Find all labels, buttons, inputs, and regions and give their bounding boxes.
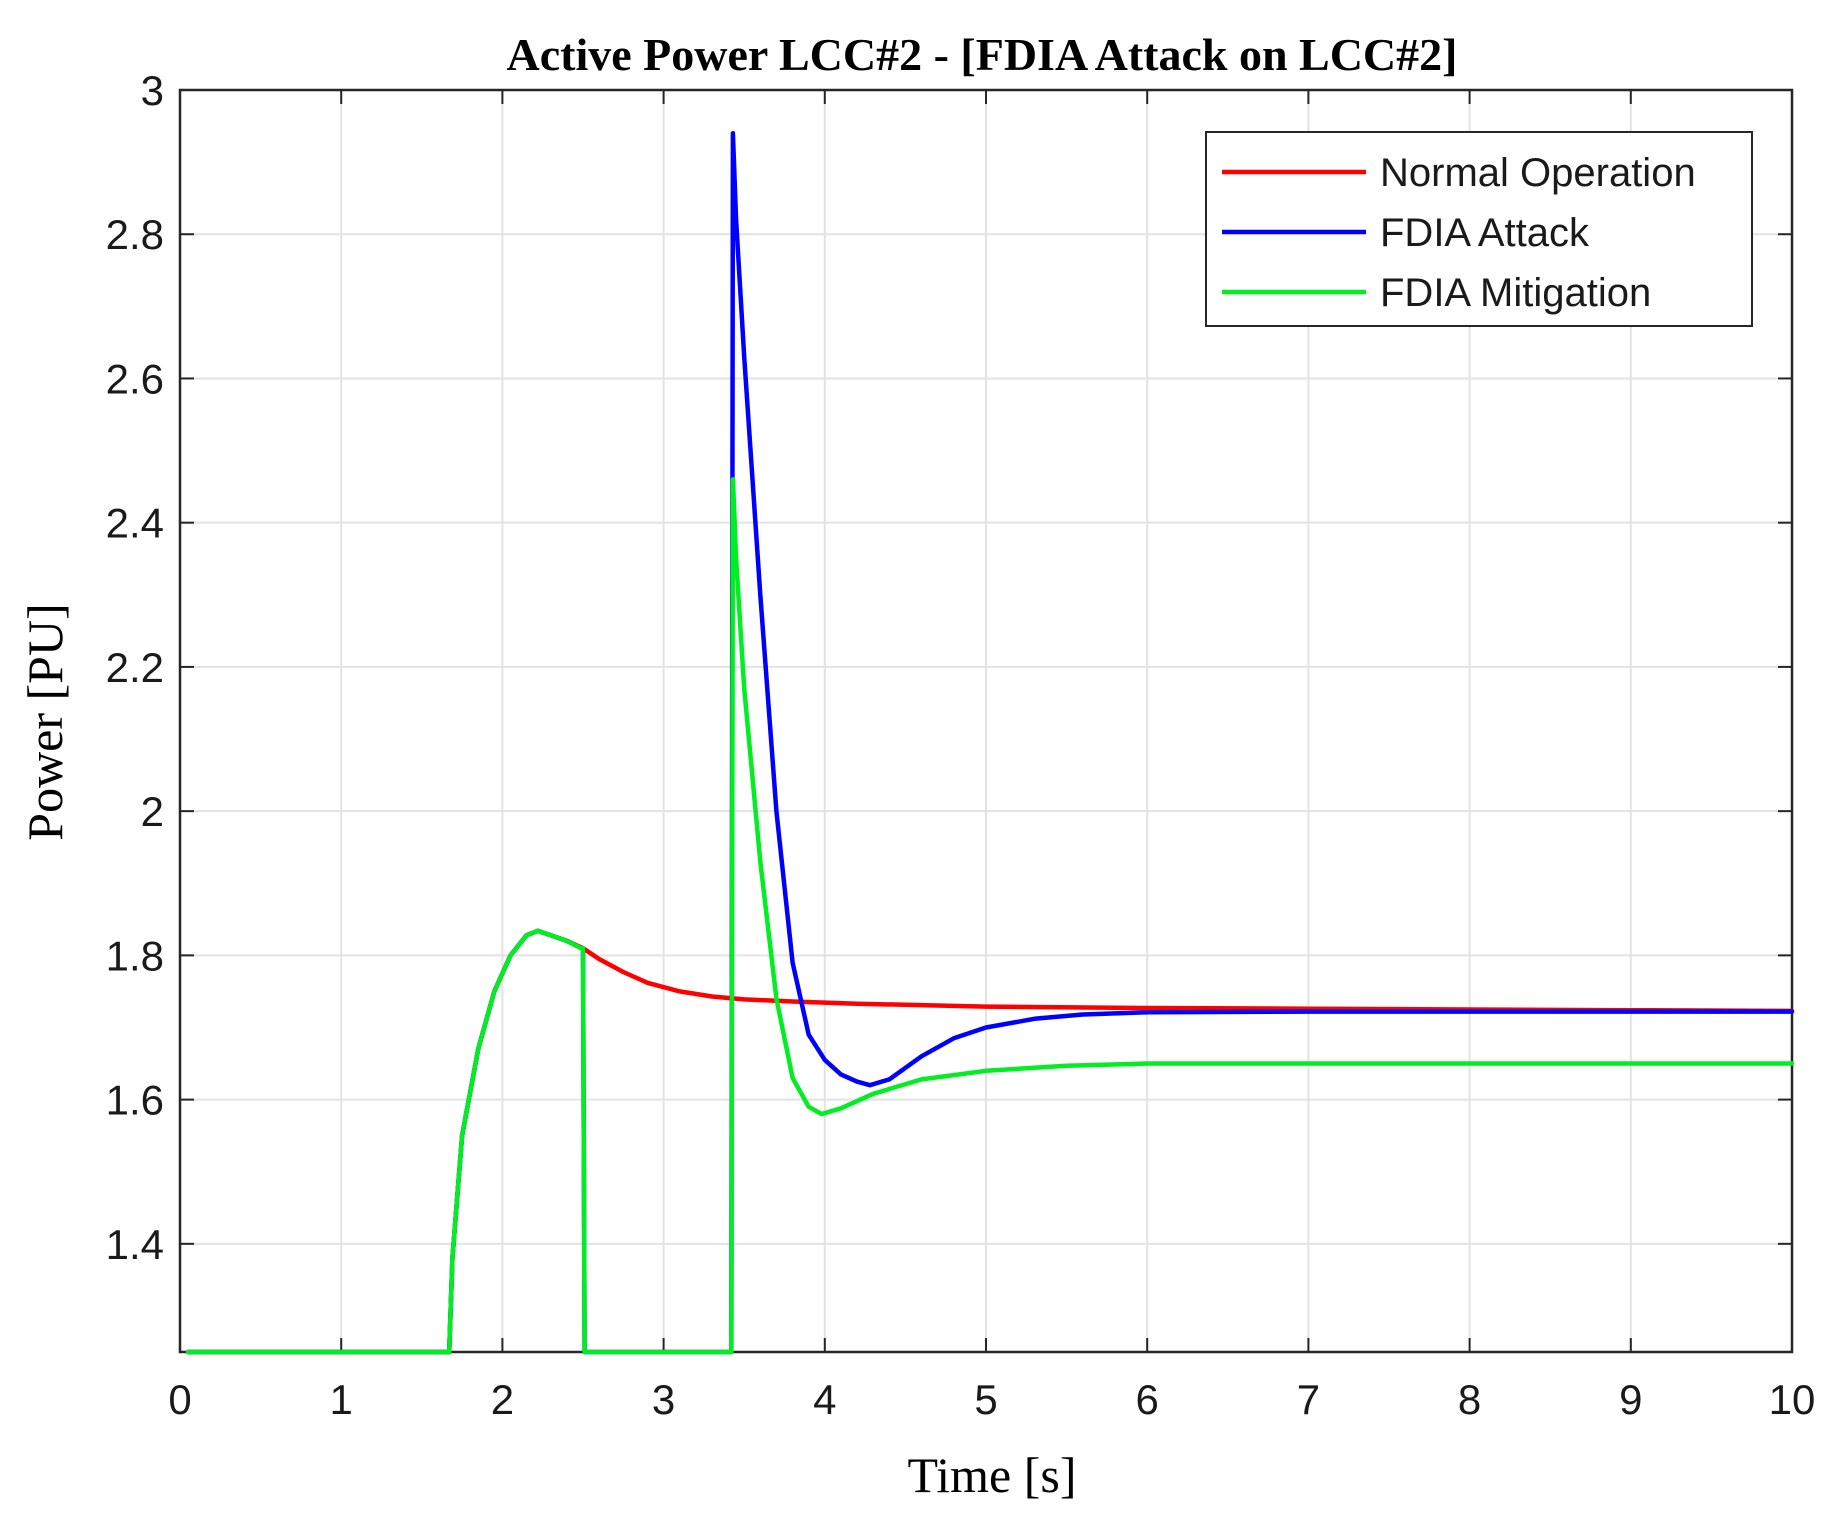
x-tick-label: 2	[491, 1376, 514, 1423]
y-axis-label: Power [PU]	[17, 603, 73, 840]
x-tick-label: 8	[1458, 1376, 1481, 1423]
x-axis-label: Time [s]	[907, 1447, 1076, 1503]
y-tick-label: 3	[141, 67, 164, 114]
x-tick-label: 10	[1769, 1376, 1816, 1423]
x-tick-label: 0	[168, 1376, 191, 1423]
x-tick-label: 3	[652, 1376, 675, 1423]
x-tick-label: 1	[330, 1376, 353, 1423]
series-line-fdia-mitigation	[185, 477, 1795, 1355]
y-tick-label: 2.8	[106, 211, 164, 258]
x-tick-label: 5	[974, 1376, 997, 1423]
x-tick-label: 9	[1619, 1376, 1642, 1423]
y-tick-label: 1.6	[106, 1077, 164, 1124]
legend-label-fdia-mitigation: FDIA Mitigation	[1380, 271, 1651, 315]
x-tick-label: 4	[813, 1376, 836, 1423]
legend-label-normal-operation: Normal Operation	[1380, 151, 1696, 195]
series-lines	[185, 131, 1795, 1355]
y-tick-label: 2.6	[106, 355, 164, 402]
y-tick-labels: 1.4 1.6 1.8 2 2.2 2.4 2.6 2.8 3	[106, 67, 164, 1268]
x-tick-label: 7	[1297, 1376, 1320, 1423]
axis-ticks	[179, 89, 1793, 1352]
y-tick-label: 2	[141, 788, 164, 835]
y-tick-label: 2.2	[106, 644, 164, 691]
y-tick-label: 1.4	[106, 1221, 164, 1268]
x-tick-labels: 0 1 2 3 4 5 6 7 8 9 10	[168, 1376, 1815, 1423]
y-tick-label: 1.8	[106, 932, 164, 979]
legend: Normal Operation FDIA Attack FDIA Mitigati…	[1205, 131, 1753, 327]
y-tick-label: 2.4	[106, 500, 164, 547]
x-tick-label: 6	[1136, 1376, 1159, 1423]
chart-title: Active Power LCC#2 - [FDIA Attack on LCC…	[507, 29, 1458, 80]
legend-label-fdia-attack: FDIA Attack	[1380, 211, 1590, 255]
